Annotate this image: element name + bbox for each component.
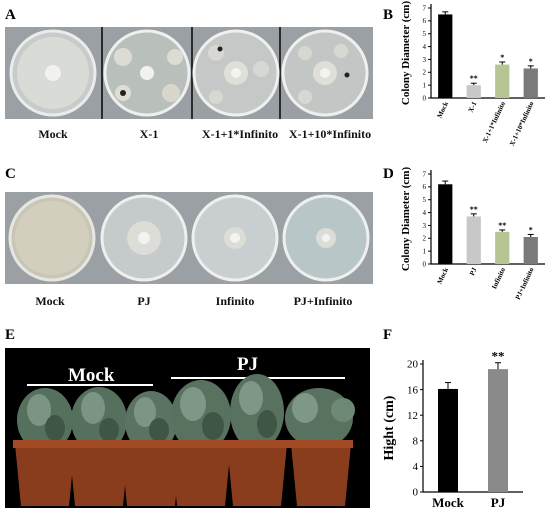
chart-f-bar-1 [488,369,508,492]
chart-d-ytick-label-5: 5 [423,196,427,204]
petri-dish-mock [9,29,97,117]
plant-photo [5,348,370,508]
panel-label-a: A [5,7,16,23]
petri-dish-c-infinito [191,194,279,282]
chart-b-bar-2 [495,64,510,98]
chart-b-cat-label-2: X-1+1*Infinito [481,100,507,144]
chart-d-cat-label-2: Infinito [490,266,507,290]
plant-pj-2 [225,374,289,506]
chart-b-cat-label-3: X-1+10*Infinito [508,100,536,147]
dish-caption-c-4: PJ+Infinito [293,294,353,308]
panel-label-b: B [383,7,394,23]
panel-label-d: D [383,166,394,182]
petri-dish-x1-1-infinito [192,29,280,117]
chart-d-sig-3: * [529,225,533,234]
chart-b-sig-3: * [529,57,533,66]
chart-d-ytick-label-0: 0 [423,260,427,268]
chart-b-bar-1 [466,85,481,98]
chart-b-ytick-label-2: 2 [423,69,427,77]
petri-dish-c-pj [100,194,188,282]
dish-caption-a-2: X-1 [139,127,159,141]
dish-caption-c-2: PJ [137,294,151,308]
dish-caption-a-4: X-1+10*Infinito [288,127,372,141]
dish-caption-c-3: Infinito [215,294,255,308]
chart-d-cat-label-1: PJ [468,266,479,277]
petri-dish-c-pj-infinito [282,194,370,282]
chart-b-bar-3 [523,68,538,98]
petri-dish-x1 [103,29,191,117]
chart-f-cat-label-0: Mock [432,495,465,510]
group-label-mock: Mock [68,365,115,386]
panel-label-c: C [5,166,16,182]
chart-b-ytick-label-6: 6 [423,17,427,25]
chart-d-bar-2 [495,231,510,264]
plant-mock-2 [67,387,131,506]
chart-b-sig-1: ** [470,74,478,83]
panel-label-e: E [5,327,16,343]
chart-b-bar-0 [438,14,453,98]
petri-photo-strip-a [5,27,373,119]
chart-d-ytick-label-7: 7 [423,170,427,178]
petri-dish-x1-10-infinito [281,29,369,117]
chart-b-cat-label-0: Mock [436,100,451,119]
chart-d-cat-label-3: PJ+Infinito [514,266,536,301]
chart-f-ylabel: Hight (cm) [382,395,397,460]
chart-f-cat-label-1: PJ [491,495,506,510]
chart-d-ytick-label-3: 3 [423,222,427,230]
chart-b-ytick-label-7: 7 [423,4,427,12]
chart-b-ytick-label-5: 5 [423,30,427,38]
chart-b-ytick-label-0: 0 [423,94,427,102]
chart-f-ytick-label-5: 20 [407,359,419,371]
chart-f-bar-0 [438,388,458,492]
chart-d-cat-label-0: Mock [436,266,451,285]
bar-chart-d: 0 1 2 3 4 5 6 7 Colony Diameter (cm) Mock ** PJ ** In… [400,167,545,301]
plant-pj-3 [285,388,355,506]
chart-f-ytick-label-3: 12 [407,410,418,422]
chart-b-ytick-label-1: 1 [423,81,427,89]
chart-d-bar-1 [466,216,481,264]
plant-mock-1 [13,388,77,506]
chart-d-sig-1: ** [470,205,478,214]
chart-b-ytick-label-3: 3 [423,56,427,64]
petri-dish-c-mock [8,194,96,282]
chart-b-sig-2: * [500,53,504,62]
plant-pj-1 [169,380,233,506]
chart-d-bar-0 [438,184,453,264]
chart-d-bar-3 [523,237,538,264]
chart-b-cat-label-1: X-1 [467,100,479,114]
bar-chart-b: 0 1 2 3 4 5 6 7 Colony Diameter (cm) Mock ** X-1 * X-… [400,1,545,147]
petri-photo-strip-c [5,192,373,284]
plant-mock-3 [119,391,183,506]
chart-d-ytick-label-4: 4 [423,209,427,217]
chart-d-ylabel: Colony Diameter (cm) [400,167,412,272]
dish-caption-a-3: X-1+1*Infinito [201,127,279,141]
chart-f-sig-1: ** [492,349,505,364]
chart-f-ytick-label-2: 8 [413,435,419,447]
dish-caption-a-1: Mock [38,127,68,141]
chart-f-ytick-label-4: 16 [407,384,419,396]
dish-caption-c-1: Mock [35,294,65,308]
chart-d-ytick-label-2: 2 [423,235,427,243]
panel-label-f: F [383,327,393,343]
chart-b-ylabel: Colony Diameter (cm) [400,1,412,106]
bar-chart-f: 0 4 8 12 16 20 Hight (cm) Mock ** PJ [382,349,523,510]
chart-f-ytick-label-1: 4 [413,461,419,473]
group-label-pj: PJ [237,354,259,375]
chart-d-ytick-label-6: 6 [423,183,427,191]
chart-d-sig-2: ** [498,221,506,230]
chart-d-ytick-label-1: 1 [423,247,427,255]
chart-b-ytick-label-4: 4 [423,43,427,51]
chart-f-ytick-label-0: 0 [413,487,419,499]
